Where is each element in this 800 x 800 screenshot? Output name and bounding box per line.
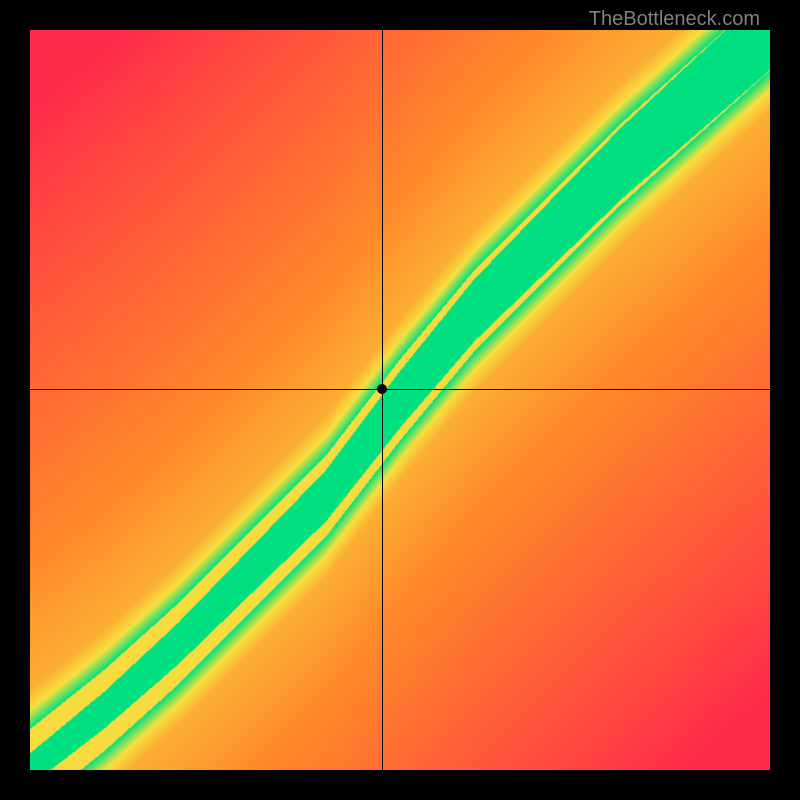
crosshair-vertical: [382, 30, 383, 770]
chart-container: TheBottleneck.com: [0, 0, 800, 800]
chart-area: [30, 30, 770, 770]
heatmap-canvas: [30, 30, 770, 770]
crosshair-horizontal: [30, 389, 770, 390]
watermark-text: TheBottleneck.com: [589, 8, 760, 31]
marker-point: [377, 384, 387, 394]
